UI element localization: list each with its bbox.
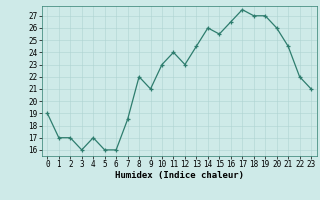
X-axis label: Humidex (Indice chaleur): Humidex (Indice chaleur): [115, 171, 244, 180]
